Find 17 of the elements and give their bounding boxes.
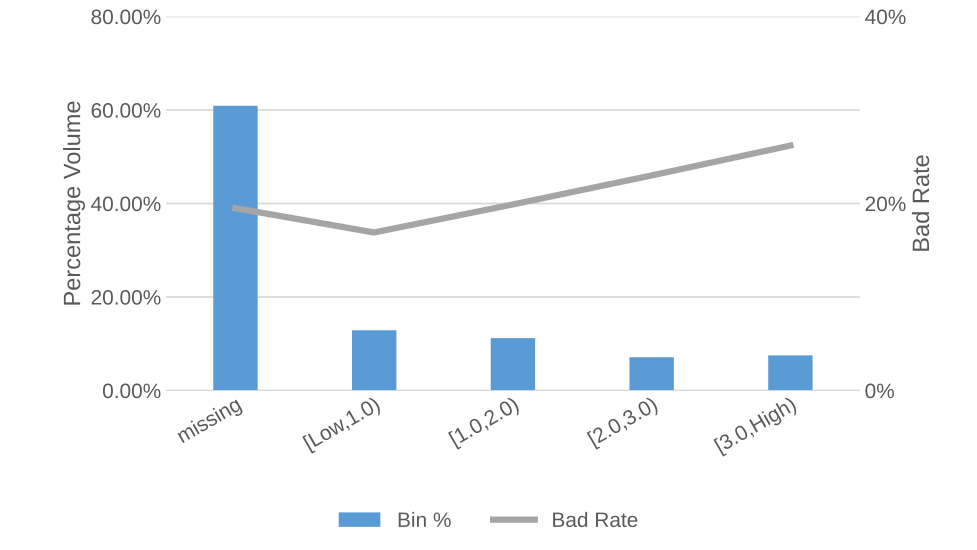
y-tick-label: 20.00% xyxy=(92,290,160,305)
bar xyxy=(490,338,536,390)
legend-label: Bad Rate xyxy=(553,512,638,528)
y2-tick-label: 40% xyxy=(865,10,906,24)
y-tick-label: 40.00% xyxy=(91,196,160,212)
bar xyxy=(213,106,258,390)
legend-label: Bin % xyxy=(398,512,451,528)
y-tick-label: 0.00% xyxy=(102,384,160,398)
y-tick-label: 60.00% xyxy=(92,103,160,118)
bar xyxy=(629,357,674,390)
y2-axis-title: Bad Rate xyxy=(912,155,930,251)
bar xyxy=(768,355,813,390)
y2-tick-label: 0% xyxy=(865,384,894,398)
y-tick-label: 80.00% xyxy=(91,10,160,24)
y-axis-title: Percentage Volume xyxy=(63,102,86,305)
bar xyxy=(352,330,396,390)
y2-tick-label: 20% xyxy=(866,196,906,212)
